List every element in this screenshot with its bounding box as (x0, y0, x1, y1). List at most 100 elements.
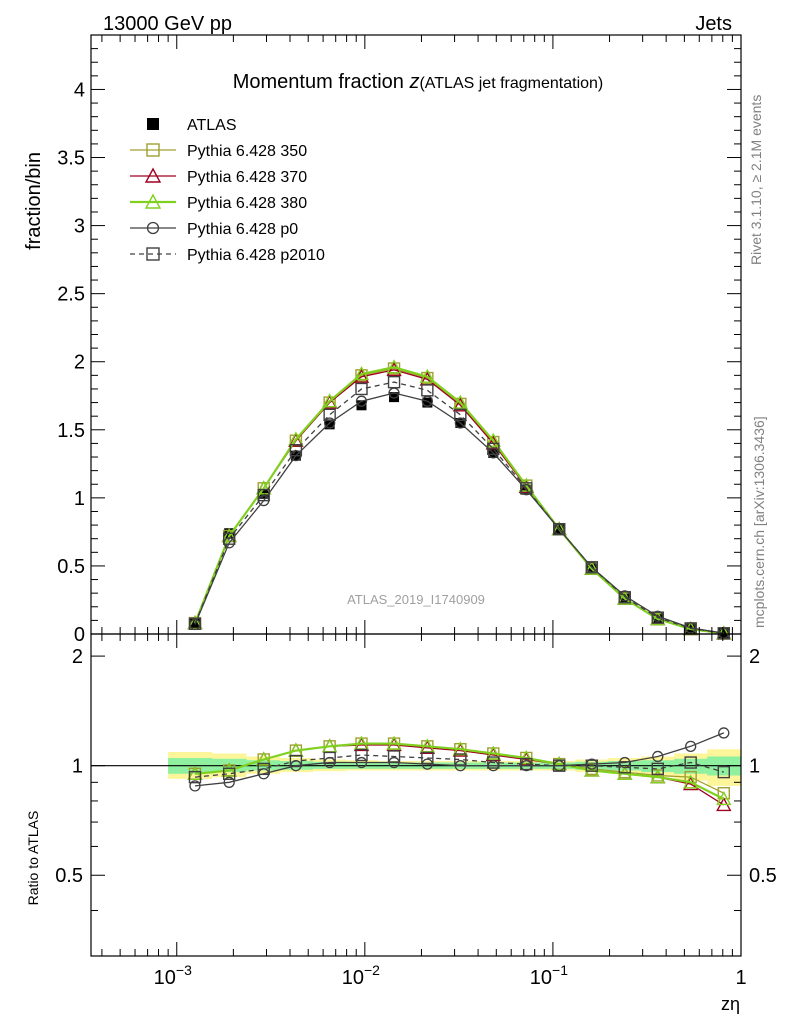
legend-marker-pythia-6-428-380 (144, 193, 162, 209)
ratio-point-pythia-6-428-p0 (718, 727, 730, 739)
ratio-line-pythia-6-428-p0 (194, 732, 725, 787)
ratio-line-pythia-6-428-380 (194, 742, 725, 800)
legend-marker-pythia-6-428-350 (146, 143, 160, 157)
main-point-atlas (324, 419, 335, 430)
main-line-pythia-6-428-380 (193, 366, 724, 635)
main-point-pythia-6-428-p2010 (387, 375, 401, 389)
legend: ATLAS Pythia 6.428 350 Pythia 6.428 370 Pyt… (130, 117, 325, 264)
ratio-point-pythia-6-428-380 (256, 751, 272, 766)
x-tick-label-exponent: −1 (552, 962, 568, 978)
chart-title-z: z (408, 71, 419, 93)
ratio-point-pythia-6-428-p2010 (717, 765, 730, 779)
legend-marker-pythia-6-428-370 (144, 167, 162, 183)
ratio-point-pythia-6-428-380 (221, 762, 237, 777)
chart-title-sub: (ATLAS jet fragmentation) (419, 75, 603, 92)
x-tick-label: 10−3 (154, 962, 192, 989)
legend-label-pythia-6-428-380: Pythia 6.428 380 (187, 195, 307, 212)
main-point-pythia-6-428-p2010 (487, 442, 500, 456)
ratio-point-pythia-6-428-p2010 (454, 753, 467, 766)
legend-marker-pythia-6-428-p2010 (146, 247, 160, 261)
ratio-point-pythia-6-428-p2010 (684, 756, 697, 769)
main-point-pythia-6-428-380 (321, 393, 338, 408)
main-point-pythia-6-428-p2010 (553, 522, 566, 536)
ratio-point-pythia-6-428-p2010 (487, 756, 500, 769)
main-y-tick-label: 1.5 (57, 420, 85, 442)
ratio-y-tick-label-right: 1 (749, 756, 760, 778)
analysis-watermark: ATLAS_2019_I1740909 (347, 592, 485, 607)
main-y-tick-label: 2 (74, 352, 85, 374)
main-line-pythia-6-428-p0 (194, 392, 724, 634)
ratio-point-pythia-6-428-p2010 (651, 762, 664, 776)
main-y-tick-label: 3 (74, 216, 85, 238)
main-point-pythia-6-428-p2010 (454, 408, 467, 422)
ratio-point-pythia-6-428-380 (485, 745, 501, 760)
legend-label-pythia-6-428-p0: Pythia 6.428 p0 (187, 221, 298, 238)
ratio-point-pythia-6-428-380 (650, 769, 666, 784)
ratio-point-pythia-6-428-p2010 (585, 759, 599, 772)
main-point-pythia-6-428-380 (419, 368, 436, 383)
main-point-pythia-6-428-p2010 (421, 384, 434, 397)
main-point-pythia-6-428-380 (221, 528, 237, 543)
ratio-point-pythia-6-428-p2010 (355, 748, 368, 762)
x-tick-label-base: 10 (342, 967, 364, 989)
ratio-y-tick-label-right: 0.5 (749, 865, 777, 887)
ratio-point-pythia-6-428-380 (682, 774, 699, 789)
chart-title-main: Momentum fraction (233, 71, 410, 93)
main-point-pythia-6-428-p2010 (188, 617, 202, 630)
main-y-tick-label: 0 (74, 624, 85, 646)
main-y-tick-label: 2.5 (57, 284, 85, 306)
x-tick-label-base: 10 (530, 967, 552, 989)
ratio-point-pythia-6-428-380 (187, 765, 203, 780)
rivet-info: Rivet 3.1.10, ≥ 2.1M events (748, 95, 764, 265)
main-y-tick-label: 0.5 (57, 556, 85, 578)
legend-label-pythia-6-428-p2010: Pythia 6.428 p2010 (187, 247, 325, 264)
ratio-point-pythia-6-428-p0 (189, 780, 201, 792)
header-left: 13000 GeV pp (103, 13, 232, 35)
legend-label-pythia-6-428-350: Pythia 6.428 350 (187, 143, 307, 160)
legend-label-atlas: ATLAS (187, 117, 237, 134)
main-point-atlas (422, 397, 433, 408)
main-point-pythia-6-428-380 (584, 560, 600, 575)
ratio-point-pythia-6-428-380 (386, 735, 402, 750)
x-tick-label: 10−2 (342, 962, 380, 989)
legend-item-pythia-6-428-370: Pythia 6.428 370 (130, 167, 307, 186)
ratio-point-pythia-6-428-p2010 (289, 754, 303, 768)
ratio-point-pythia-6-428-p0 (652, 750, 664, 763)
x-tick-label-base: 10 (154, 967, 176, 989)
main-point-pythia-6-428-p2010 (618, 591, 631, 604)
main-point-pythia-6-428-p2010 (355, 382, 368, 396)
main-point-pythia-6-428-p2010 (651, 611, 664, 624)
ratio-point-pythia-6-428-p2010 (188, 770, 202, 784)
legend-marker-atlas (147, 118, 159, 130)
main-point-pythia-6-428-p2010 (289, 444, 303, 457)
main-y-tick-label: 4 (74, 79, 85, 101)
main-point-atlas (356, 400, 367, 411)
ratio-point-pythia-6-428-380 (716, 791, 732, 806)
legend-item-pythia-6-428-350: Pythia 6.428 350 (130, 143, 307, 160)
ratio-point-pythia-6-428-380 (584, 762, 600, 777)
ratio-point-pythia-6-428-p2010 (222, 767, 236, 780)
ratio-point-pythia-6-428-p2010 (618, 761, 631, 774)
header-right: Jets (695, 13, 732, 35)
main-series-pythia-6-428-p2010 (188, 375, 730, 640)
chart-title: Momentum fraction z(ATLAS jet fragmentat… (233, 71, 604, 93)
ratio-point-pythia-6-428-p2010 (553, 759, 566, 772)
x-axis-title: zη (721, 994, 740, 1014)
ratio-point-pythia-6-428-p0 (454, 760, 467, 772)
main-y-tick-label: 1 (74, 488, 85, 510)
main-point-pythia-6-428-380 (452, 394, 469, 409)
main-point-pythia-6-428-p2010 (222, 532, 236, 545)
main-point-pythia-6-428-380 (353, 366, 370, 381)
main-point-pythia-6-428-p2010 (520, 482, 533, 495)
ratio-point-pythia-6-428-p2010 (323, 751, 336, 765)
ratio-line-pythia-6-428-p2010 (194, 754, 724, 778)
ratio-y-tick-label: 1 (72, 756, 83, 778)
main-point-pythia-6-428-p0 (454, 417, 467, 429)
ratio-frame (90, 633, 742, 957)
main-plot-panel: 0 0.5 1 1.5 2 2.5 3 3.5 4 (57, 34, 742, 646)
ratio-point-pythia-6-428-p2010 (421, 751, 434, 765)
main-point-pythia-6-428-p2010 (257, 488, 270, 502)
main-point-pythia-6-428-p2010 (585, 561, 599, 574)
main-point-atlas (389, 392, 400, 403)
ratio-y-tick-label-right: 2 (749, 646, 760, 668)
